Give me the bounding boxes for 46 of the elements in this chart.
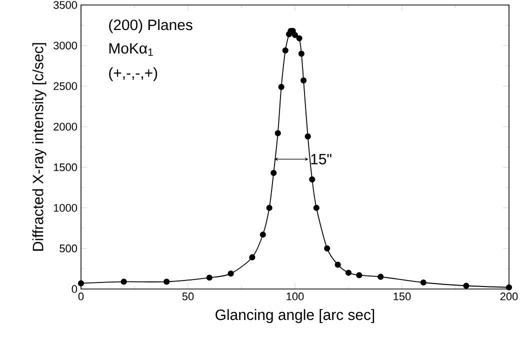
y-tick-label: 0	[72, 285, 78, 293]
point	[260, 232, 266, 238]
x-tick-label: 100	[286, 292, 304, 300]
point	[274, 130, 281, 136]
point	[278, 84, 284, 90]
point	[120, 278, 127, 285]
point	[292, 32, 298, 38]
point	[270, 170, 277, 176]
point	[249, 254, 256, 260]
point	[304, 133, 311, 140]
x-tick-label: 50	[182, 292, 194, 300]
y-axis-title: Diffracted X-ray intensity [c/sec]	[32, 43, 46, 251]
y-tick-label: 2500	[54, 82, 78, 90]
x-tick-label: 0	[78, 292, 84, 300]
point	[300, 77, 307, 84]
point	[282, 47, 288, 54]
x-axis-title: Glancing angle [arc sec]	[216, 309, 374, 324]
point	[324, 245, 330, 252]
point	[334, 262, 341, 268]
point	[206, 274, 212, 281]
y-tick-label: 3500	[54, 1, 78, 9]
point	[228, 270, 234, 277]
x-tick-label: 150	[394, 292, 411, 300]
annotation: MoKα$_{1}$	[109, 43, 153, 56]
point	[345, 270, 352, 276]
point	[164, 278, 170, 285]
point	[356, 272, 362, 278]
point	[313, 204, 320, 211]
point	[506, 284, 512, 290]
point	[378, 274, 384, 280]
y-tick-label: 1000	[54, 204, 78, 212]
point	[298, 50, 304, 57]
point	[296, 35, 302, 42]
annotation: (+,-,-,+)	[109, 67, 158, 82]
y-tick-label: 500	[60, 244, 78, 252]
point	[420, 279, 426, 286]
point	[309, 176, 316, 183]
x-tick-label: 200	[500, 292, 518, 300]
point	[78, 280, 84, 286]
point	[463, 282, 470, 289]
annotation: (200) Planes	[109, 19, 192, 34]
point	[266, 204, 272, 211]
annotation: 15"	[311, 154, 332, 164]
y-tick-label: 2000	[54, 122, 78, 131]
y-tick-label: 1500	[54, 163, 78, 172]
y-tick-label: 3000	[54, 42, 78, 50]
